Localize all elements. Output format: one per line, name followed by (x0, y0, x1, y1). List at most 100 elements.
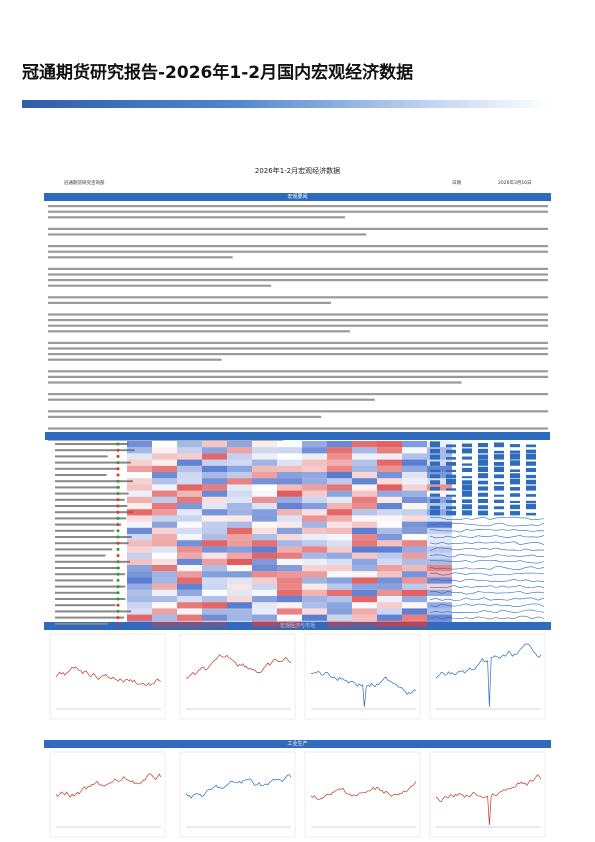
heat-cell (152, 540, 177, 547)
heat-cell (277, 527, 302, 534)
heat-cell (402, 503, 427, 510)
status-dot (116, 467, 120, 471)
spark-bar (462, 456, 472, 460)
heat-cell (302, 571, 327, 578)
heat-cell (177, 565, 202, 572)
sparkline (429, 615, 545, 620)
heat-cell (177, 490, 202, 497)
heat-cell (427, 558, 452, 565)
heat-cell (377, 558, 402, 565)
heat-cell (327, 620, 352, 627)
heat-cell (227, 571, 252, 578)
heat-cell (152, 620, 177, 627)
heat-cell (152, 534, 177, 541)
heat-cell (352, 447, 377, 454)
heat-cell (227, 447, 252, 454)
status-dot (116, 479, 120, 483)
chart-line (310, 781, 417, 800)
heat-cell (177, 602, 202, 609)
status-dot (116, 492, 120, 496)
heat-cell (227, 453, 252, 460)
spark-bar (510, 511, 520, 516)
sparkline (429, 529, 545, 533)
sparkline (429, 547, 545, 552)
row-label (55, 616, 125, 619)
heat-cell (427, 583, 452, 590)
row-label (55, 573, 125, 576)
chart-line (185, 654, 292, 679)
heat-cell (177, 496, 202, 503)
heat-cell (252, 571, 277, 578)
status-dot (116, 566, 120, 570)
heat-cell (277, 496, 302, 503)
spark-bar (526, 485, 536, 491)
heat-cell (277, 596, 302, 603)
spark-bar (526, 479, 536, 485)
heat-cell (352, 496, 377, 503)
spark-bar (430, 474, 440, 479)
heat-cell (402, 620, 427, 627)
heat-cell (227, 484, 252, 491)
heat-cell (227, 441, 252, 448)
row-label (55, 461, 131, 464)
spark-bar (478, 505, 488, 510)
heat-cell (427, 521, 452, 528)
heat-cell (352, 441, 377, 448)
heat-cell (152, 515, 177, 522)
heat-cell (402, 589, 427, 596)
heat-cell (252, 441, 277, 448)
spark-bar (446, 462, 456, 466)
heat-cell (252, 503, 277, 510)
spark-bar (494, 499, 504, 503)
heat-cell (277, 540, 302, 547)
chart-line (55, 773, 162, 798)
heat-cell (327, 472, 352, 479)
heat-cell (202, 620, 227, 627)
status-dot (116, 585, 120, 589)
heat-cell (277, 447, 302, 454)
heat-cell (427, 596, 452, 603)
chart-line (185, 774, 292, 799)
heat-cell (302, 453, 327, 460)
heat-cell (327, 589, 352, 596)
heat-cell (402, 583, 427, 590)
status-dot (116, 597, 120, 601)
heat-cell (402, 534, 427, 540)
heat-cell (402, 527, 427, 534)
heat-cell (402, 521, 427, 528)
heat-cell (227, 496, 252, 503)
spark-bar (494, 454, 504, 460)
heat-cell (202, 459, 227, 466)
status-dot (116, 603, 120, 607)
text-line (48, 313, 548, 316)
status-dot (116, 516, 120, 520)
heat-cell (127, 465, 152, 472)
row-label (55, 443, 129, 445)
sparkline (429, 560, 545, 564)
heat-cell (202, 552, 227, 559)
spark-bar (510, 473, 520, 479)
status-dot (116, 572, 120, 576)
heat-cell (377, 447, 402, 454)
heat-cell (202, 509, 227, 516)
heat-cell (302, 546, 327, 553)
heat-cell (127, 577, 152, 584)
spark-bar (510, 450, 520, 454)
heat-cell (327, 596, 352, 603)
heat-cell (327, 534, 352, 541)
heat-cell (302, 552, 327, 559)
heat-cell (402, 453, 427, 460)
status-dot (116, 498, 120, 502)
heat-cell (177, 596, 202, 603)
heat-cell (377, 546, 402, 553)
heat-cell (377, 552, 402, 559)
heat-cell (227, 465, 252, 472)
heat-cell (227, 608, 252, 615)
spark-bar (526, 494, 536, 497)
text-line (48, 410, 548, 413)
status-dot (116, 523, 120, 527)
heat-cell (127, 472, 152, 478)
heat-cell (402, 552, 427, 559)
heat-cell (127, 534, 152, 541)
heat-cell (327, 546, 352, 553)
